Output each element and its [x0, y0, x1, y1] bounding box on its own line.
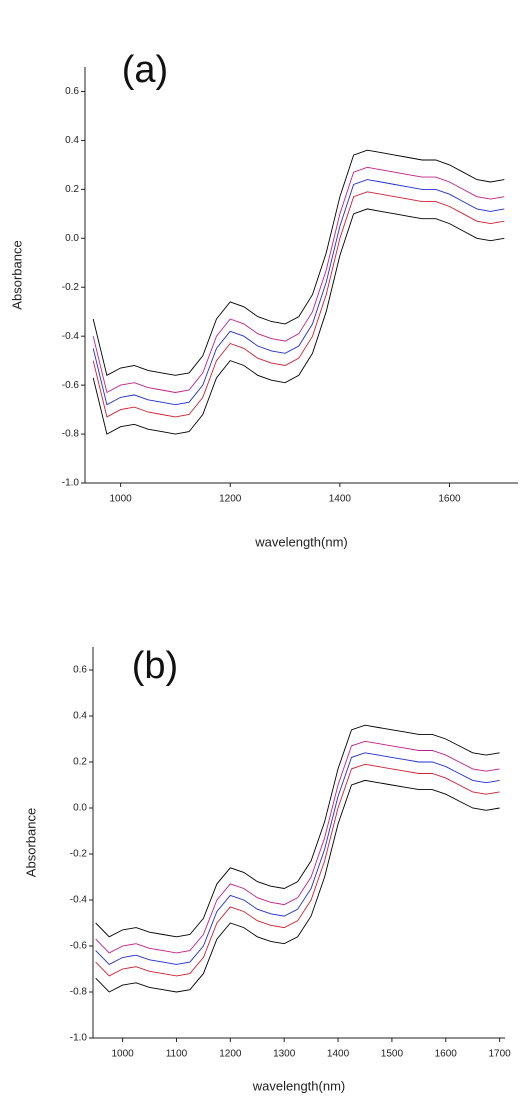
spectrum-line	[92, 179, 505, 406]
y-tick-label: -0.8	[62, 429, 80, 440]
x-tick-label: 1600	[435, 1049, 458, 1060]
panel-label: (b)	[132, 645, 178, 687]
y-tick-label: 0.2	[65, 184, 79, 195]
y-tick-label: -0.8	[70, 987, 88, 998]
x-tick-label: 1000	[111, 1049, 134, 1060]
y-tick-label: 0.6	[65, 86, 79, 97]
y-tick-label: 0.2	[73, 757, 87, 768]
spectrum-line	[95, 724, 500, 938]
spectrum-line	[95, 779, 500, 993]
y-tick-label: -0.6	[70, 941, 88, 952]
y-tick-label: -0.4	[70, 895, 88, 906]
y-axis-label: Absorbance	[23, 808, 38, 877]
y-tick-label: -0.2	[70, 849, 88, 860]
y-tick-label: 0.0	[73, 803, 87, 814]
x-tick-label: 1700	[488, 1049, 511, 1060]
x-tick-label: 1100	[166, 1049, 188, 1060]
panel-label: (a)	[122, 49, 168, 91]
spectrum-line	[92, 166, 505, 394]
x-axis-label: wavelength(nm)	[254, 534, 348, 549]
spectrum-line	[95, 763, 500, 977]
y-tick-label: -1.0	[62, 478, 80, 489]
spectrum-line	[95, 740, 500, 954]
x-tick-label: 1300	[273, 1049, 296, 1060]
y-tick-label: -0.6	[62, 380, 80, 391]
x-tick-label: 1500	[381, 1049, 404, 1060]
spectrum-line	[92, 191, 505, 418]
spectrum-line	[92, 149, 505, 376]
x-axis-label: wavelength(nm)	[252, 1078, 346, 1093]
x-tick-label: 1400	[329, 494, 352, 505]
y-tick-label: 0.0	[65, 233, 79, 244]
x-tick-label: 1000	[110, 494, 133, 505]
y-tick-label: -1.0	[70, 1033, 88, 1044]
spectrum-line	[92, 208, 505, 435]
y-tick-label: 0.4	[65, 135, 79, 146]
y-tick-label: -0.2	[62, 282, 80, 293]
y-tick-label: 0.6	[73, 665, 87, 676]
x-tick-label: 1200	[219, 1049, 242, 1060]
spectrum-line	[95, 752, 500, 965]
y-tick-label: -0.4	[62, 331, 80, 342]
y-tick-label: 0.4	[73, 711, 87, 722]
x-tick-label: 1400	[327, 1049, 350, 1060]
y-axis-label: Absorbance	[9, 240, 24, 309]
x-tick-label: 1600	[438, 494, 461, 505]
x-tick-label: 1200	[219, 494, 242, 505]
